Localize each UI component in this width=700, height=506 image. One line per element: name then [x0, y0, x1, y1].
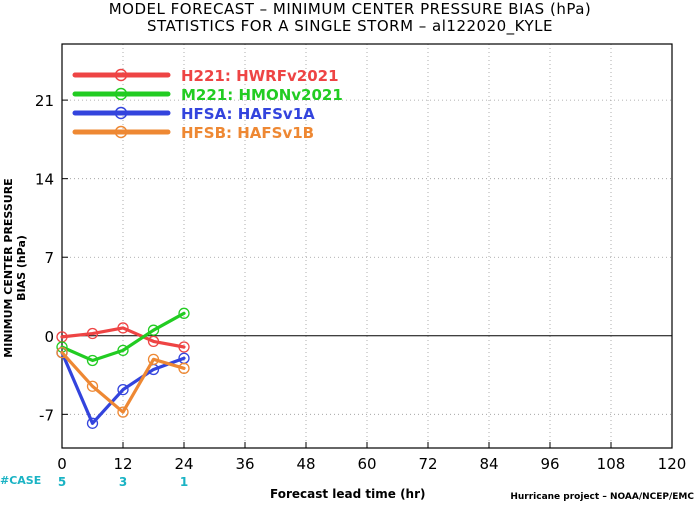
data-point	[86, 380, 99, 392]
y-axis-label: MINIMUM CENTER PRESSURE BIAS (hPa)	[2, 178, 28, 358]
x-tick-label: 12	[113, 455, 132, 473]
data-point	[117, 406, 129, 418]
data-point	[178, 341, 190, 353]
data-point	[86, 327, 99, 340]
data-point	[86, 354, 99, 367]
series-line	[60, 326, 186, 349]
data-point	[56, 346, 68, 359]
data-point	[178, 362, 190, 374]
case-count: 1	[180, 475, 188, 489]
x-tick-label: 24	[174, 455, 193, 473]
legend-swatch-marker	[114, 125, 128, 139]
data-point	[117, 344, 129, 357]
legend-label: H221: HWRFv2021	[181, 67, 339, 85]
x-tick-label: 120	[658, 455, 687, 473]
x-tick-label: 72	[418, 455, 437, 473]
case-count: 5	[58, 475, 66, 489]
data-point	[86, 417, 99, 429]
x-tick-label: 84	[479, 455, 498, 473]
legend-label: M221: HMONv2021	[181, 86, 343, 104]
legend-label: HFSB: HAFSv1B	[181, 124, 314, 142]
x-tick-label: 48	[296, 455, 315, 473]
legend-label: HFSA: HAFSv1A	[181, 105, 315, 123]
footer-credit: Hurricane project – NOAA/NCEP/EMC	[510, 492, 694, 502]
chart-title: MODEL FORECAST – MINIMUM CENTER PRESSURE…	[108, 0, 592, 18]
y-tick-label: 7	[44, 249, 54, 267]
data-point	[178, 307, 190, 319]
data-point	[147, 353, 160, 365]
data-point	[117, 322, 129, 334]
chart-subtitle: STATISTICS FOR A SINGLE STORM – al122020…	[147, 17, 553, 35]
legend-swatch-marker	[114, 87, 128, 101]
data-point	[147, 335, 160, 348]
series-line	[60, 351, 186, 425]
data-point	[117, 383, 129, 396]
y-tick-label: 0	[44, 328, 54, 346]
y-tick-label: 14	[35, 171, 54, 189]
x-tick-label: 108	[597, 455, 626, 473]
y-tick-label: -7	[39, 406, 54, 424]
x-tick-label: 60	[357, 455, 376, 473]
series-line	[60, 311, 186, 363]
series-line	[60, 351, 186, 414]
x-tick-label: 36	[235, 455, 254, 473]
x-tick-label: 96	[540, 455, 559, 473]
legend-swatch-marker	[114, 106, 128, 120]
x-axis-label: Forecast lead time (hr)	[270, 487, 426, 501]
x-tick-label: 0	[57, 455, 67, 473]
legend-swatch-marker	[114, 68, 128, 82]
case-count-label: #CASE	[0, 474, 42, 487]
data-point	[147, 324, 160, 336]
y-tick-label: 21	[35, 92, 54, 110]
case-count: 3	[119, 475, 127, 489]
